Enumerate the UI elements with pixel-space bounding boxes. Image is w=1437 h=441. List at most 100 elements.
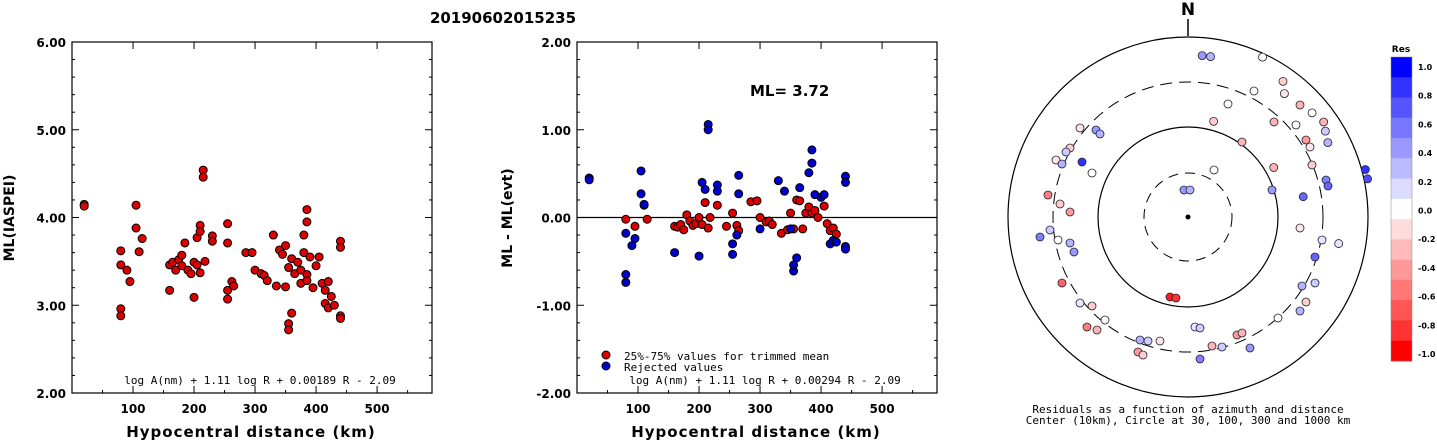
residual-point (1143, 336, 1153, 346)
residual-point (1069, 247, 1079, 257)
panel2-ylabel: ML - ML(evt) (500, 168, 516, 267)
residual-point (1297, 281, 1307, 291)
data-point (125, 277, 135, 287)
kept-point (712, 200, 722, 210)
data-point (223, 294, 233, 304)
colorbar-segment (1391, 178, 1412, 200)
data-point (200, 256, 210, 266)
polar-caption-1: Residuals as a function of azimuth and d… (1032, 403, 1343, 416)
panel2-xtick-label: 300 (748, 402, 773, 416)
data-point (131, 200, 141, 210)
residual-point (1278, 76, 1288, 86)
panel2-xtick-label: 400 (809, 402, 834, 416)
data-point (262, 276, 272, 286)
panel1-xtick-label: 200 (182, 402, 207, 416)
data-point (180, 238, 190, 248)
legend-label-rejected: Rejected values (624, 361, 723, 374)
colorbar-label: -0.8 (1418, 321, 1436, 330)
residual-point (1065, 238, 1075, 248)
data-point (131, 223, 141, 233)
kept-point (642, 214, 652, 224)
rejected-point (636, 189, 646, 199)
colorbar-label: 0.6 (1418, 120, 1433, 129)
kept-point (630, 221, 640, 231)
rejected-point (636, 166, 646, 176)
colorbar-segment (1391, 77, 1412, 99)
panel1-frame (71, 41, 433, 394)
colorbar-frame (1390, 56, 1413, 362)
residual-point (1087, 301, 1097, 311)
residual-point (1291, 120, 1301, 130)
panel1-xlabel: Hypocentral distance (km) (126, 423, 376, 441)
residual-point (1095, 129, 1105, 139)
data-point (79, 201, 89, 211)
residual-point (1155, 336, 1165, 346)
kept-point (703, 223, 713, 233)
residual-point (1305, 142, 1315, 152)
data-point (335, 313, 345, 323)
rejected-point (840, 177, 850, 187)
epicenter-dot (1185, 214, 1191, 220)
residual-point (1237, 328, 1247, 338)
residual-point (1245, 343, 1255, 353)
rejected-point (670, 248, 680, 258)
legend-marker-rejected (601, 361, 611, 371)
panel1-ytick-label: 2.00 (36, 387, 66, 401)
data-point (299, 230, 309, 240)
data-point (335, 242, 345, 252)
legend-label-kept: 25%-75% values for trimmed mean (624, 350, 829, 363)
data-point (311, 261, 321, 271)
residual-point (1249, 86, 1259, 96)
panel1-ytick-label: 4.00 (36, 212, 66, 226)
kept-point (752, 196, 762, 206)
residual-point (1237, 137, 1247, 147)
kept-point (819, 201, 829, 211)
rejected-point (584, 175, 594, 185)
residual-point (1195, 354, 1205, 364)
colorbar-segment (1391, 320, 1412, 342)
residual-point (1077, 157, 1087, 167)
kept-point (705, 213, 715, 222)
residual-point (1057, 278, 1067, 288)
rejected-point (700, 184, 710, 194)
data-point (116, 246, 126, 256)
data-point (329, 300, 339, 310)
residual-point (1206, 52, 1215, 61)
residual-point (1317, 235, 1327, 245)
kept-point (813, 213, 823, 222)
panel1-ytick-label: 5.00 (36, 124, 66, 138)
residual-point (1307, 160, 1317, 170)
colorbar-label: 0.4 (1418, 149, 1433, 158)
residual-point (1334, 239, 1344, 248)
data-point (137, 234, 147, 244)
colorbar-label: 0.2 (1418, 178, 1432, 187)
panel2-formula: log A(nm) + 1.11 log R + 0.00294 R - 2.0… (629, 374, 901, 387)
residual-point (1207, 341, 1217, 351)
panel1-xtick-label: 300 (243, 402, 268, 416)
ring-1000km (1007, 36, 1369, 398)
rejected-point (621, 277, 631, 287)
rejected-point (773, 176, 783, 186)
residual-point (1295, 306, 1305, 316)
rejected-point (786, 224, 796, 234)
residual-point (1209, 116, 1219, 126)
residual-point (1138, 350, 1148, 360)
data-point (223, 285, 233, 295)
rejected-point (728, 239, 738, 249)
data-point (198, 172, 208, 182)
residual-point (1057, 159, 1067, 169)
colorbar-label: -1.0 (1418, 350, 1436, 359)
rejected-point (630, 234, 640, 244)
residual-point (1360, 165, 1370, 174)
residual-point (1075, 123, 1085, 133)
residual-point (1135, 335, 1145, 345)
data-point (320, 285, 330, 295)
data-point (287, 308, 297, 318)
residual-point (1055, 199, 1065, 209)
colorbar-segment (1391, 158, 1412, 180)
residual-point (1310, 252, 1320, 262)
data-point (192, 260, 202, 270)
panel2-ytick-label: 0.00 (541, 212, 571, 226)
residual-point (1087, 168, 1097, 178)
colorbar-label: -0.4 (1418, 264, 1436, 273)
